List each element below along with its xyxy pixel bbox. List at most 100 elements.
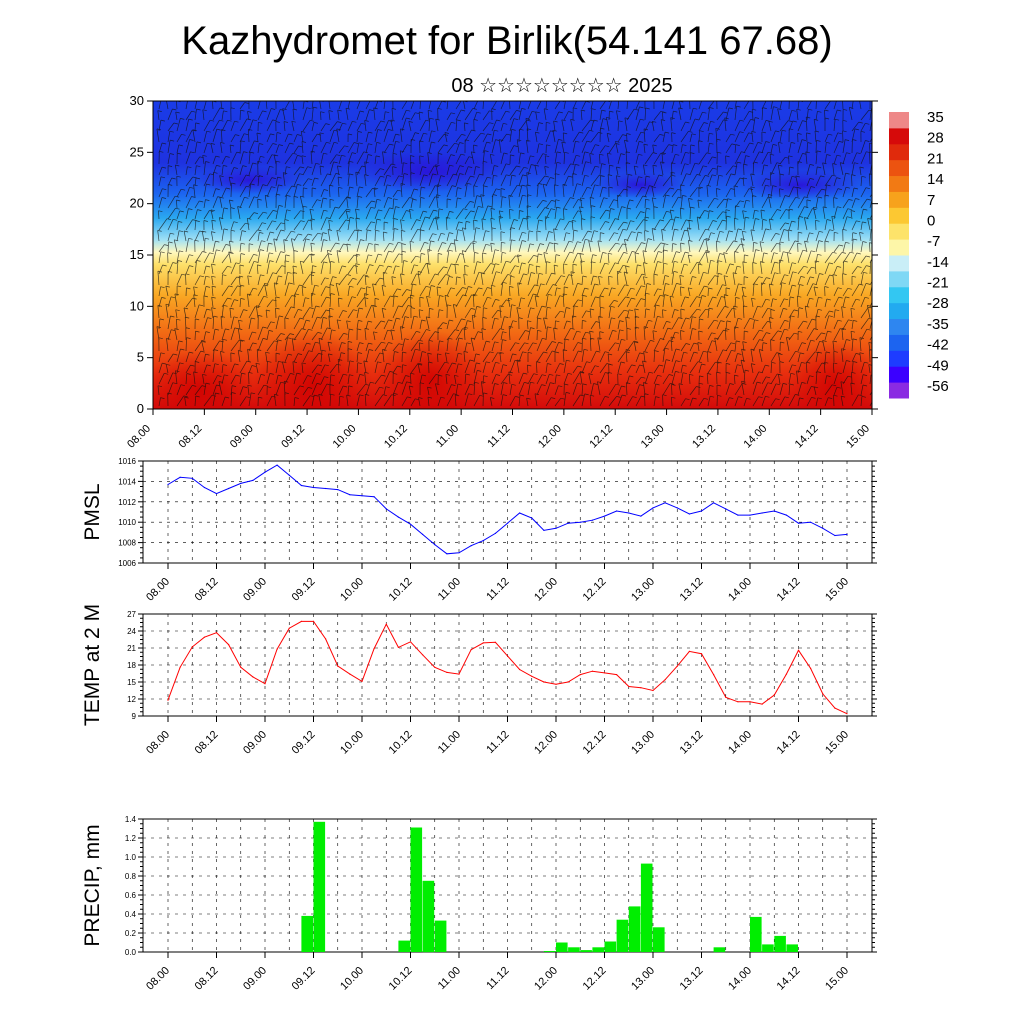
colorbar-swatch bbox=[889, 239, 909, 255]
x-tick-label: 12.12 bbox=[581, 576, 609, 604]
pmsl-point bbox=[689, 513, 690, 514]
x-tick-label: 09.00 bbox=[241, 729, 269, 757]
wind-barb-flag bbox=[875, 190, 879, 191]
temp-point bbox=[325, 638, 326, 639]
colorbar-swatch bbox=[889, 160, 909, 176]
colorbar-label: 28 bbox=[927, 130, 944, 147]
wind-barb bbox=[744, 164, 745, 175]
x-tick-label: 10.12 bbox=[387, 576, 415, 604]
wind-barb bbox=[600, 154, 601, 164]
temp-point bbox=[228, 644, 229, 645]
chart-title: Kazhydromet for Birlik(54.141 67.68) bbox=[181, 19, 832, 63]
x-tick-label: 10.12 bbox=[382, 423, 410, 451]
y-tick-label: 1006 bbox=[118, 559, 136, 568]
wind-barb-flag bbox=[207, 98, 211, 99]
pmsl-point bbox=[167, 484, 168, 485]
x-tick-label: 12.12 bbox=[587, 423, 615, 451]
wind-barb bbox=[186, 274, 187, 285]
wind-barb-flag bbox=[702, 100, 706, 101]
x-tick-label: 10.00 bbox=[338, 576, 366, 604]
colorbar-swatch bbox=[889, 176, 909, 192]
wind-barb-flag bbox=[521, 99, 525, 100]
y-tick-label: 1016 bbox=[118, 457, 136, 466]
wind-barb-flag bbox=[462, 99, 466, 100]
y-axis-label: PMSL bbox=[81, 483, 104, 540]
wind-barb-flag bbox=[875, 133, 879, 134]
temp-point bbox=[313, 621, 314, 622]
wind-barb bbox=[555, 174, 556, 186]
wind-barb bbox=[240, 110, 241, 120]
pmsl-point bbox=[652, 507, 653, 508]
temp-line bbox=[168, 621, 847, 713]
pmsl-point bbox=[180, 477, 181, 478]
wind-barb bbox=[852, 175, 853, 186]
wind-barb-flag bbox=[717, 98, 721, 99]
wind-barb-flag bbox=[612, 99, 616, 100]
y-tick-label: 27 bbox=[127, 610, 136, 619]
x-tick-label: 08.12 bbox=[193, 729, 221, 757]
pmsl-point bbox=[374, 496, 375, 497]
temp-point bbox=[471, 649, 472, 650]
pmsl-point bbox=[313, 487, 314, 488]
temp-point bbox=[640, 687, 641, 688]
pmsl-point bbox=[410, 524, 411, 525]
pmsl-point bbox=[398, 517, 399, 518]
x-tick-label: 09.12 bbox=[290, 576, 318, 604]
pmsl-point bbox=[640, 516, 641, 517]
x-tick-label: 08.12 bbox=[193, 576, 221, 604]
grid bbox=[143, 461, 872, 563]
wind-barb-flag bbox=[547, 98, 551, 99]
y-tick-label: 10 bbox=[130, 298, 144, 313]
x-tick-label: 10.00 bbox=[331, 423, 359, 451]
wind-barb bbox=[330, 308, 331, 318]
x-tick-label: 08.00 bbox=[125, 423, 153, 451]
wind-barb-flag bbox=[409, 98, 413, 99]
temp-point bbox=[289, 628, 290, 629]
wind-barb-flag bbox=[532, 98, 536, 99]
colorbar-swatch bbox=[889, 207, 909, 223]
wind-barb-flag bbox=[314, 98, 318, 99]
temp-point bbox=[398, 647, 399, 648]
grid bbox=[143, 819, 872, 952]
y-tick-label: 0.2 bbox=[125, 929, 137, 938]
wind-barb bbox=[375, 230, 376, 241]
temp-point bbox=[483, 642, 484, 643]
colorbar-swatch bbox=[889, 223, 909, 239]
wind-barb-flag bbox=[877, 329, 881, 330]
pmsl-point bbox=[568, 523, 569, 524]
temp-point bbox=[422, 654, 423, 655]
wind-barb-flag bbox=[774, 96, 778, 97]
y-tick-label: 24 bbox=[127, 627, 136, 636]
temp-point bbox=[543, 681, 544, 682]
temp-point bbox=[834, 708, 835, 709]
pmsl-point bbox=[846, 534, 847, 535]
wind-barb-flag bbox=[872, 163, 876, 164]
colorbar-label: -49 bbox=[927, 357, 949, 374]
colorbar-swatch bbox=[889, 382, 909, 398]
colorbar-swatch bbox=[889, 350, 909, 366]
y-tick-label: 0.4 bbox=[125, 910, 137, 919]
colorbar-label: -56 bbox=[927, 378, 949, 395]
x-tick-label: 13.00 bbox=[629, 576, 657, 604]
colorbar-label: -28 bbox=[927, 295, 949, 312]
wind-barb-flag bbox=[350, 100, 354, 101]
temp-point bbox=[616, 674, 617, 675]
x-tick-label: 13.12 bbox=[690, 423, 718, 451]
y-tick-label: 1010 bbox=[118, 518, 136, 527]
wind-barb bbox=[429, 362, 430, 373]
colorbar-swatch bbox=[889, 366, 909, 382]
pmsl-point bbox=[228, 488, 229, 489]
x-tick-label: 14.00 bbox=[741, 423, 769, 451]
temp-point bbox=[507, 655, 508, 656]
wind-barb bbox=[780, 189, 781, 197]
x-tick-label: 14.12 bbox=[775, 729, 803, 757]
temp-point bbox=[531, 676, 532, 677]
colorbar-label: -35 bbox=[927, 316, 949, 333]
temp-point bbox=[749, 701, 750, 702]
pmsl-point bbox=[604, 516, 605, 517]
colorbar-swatch bbox=[889, 303, 909, 319]
